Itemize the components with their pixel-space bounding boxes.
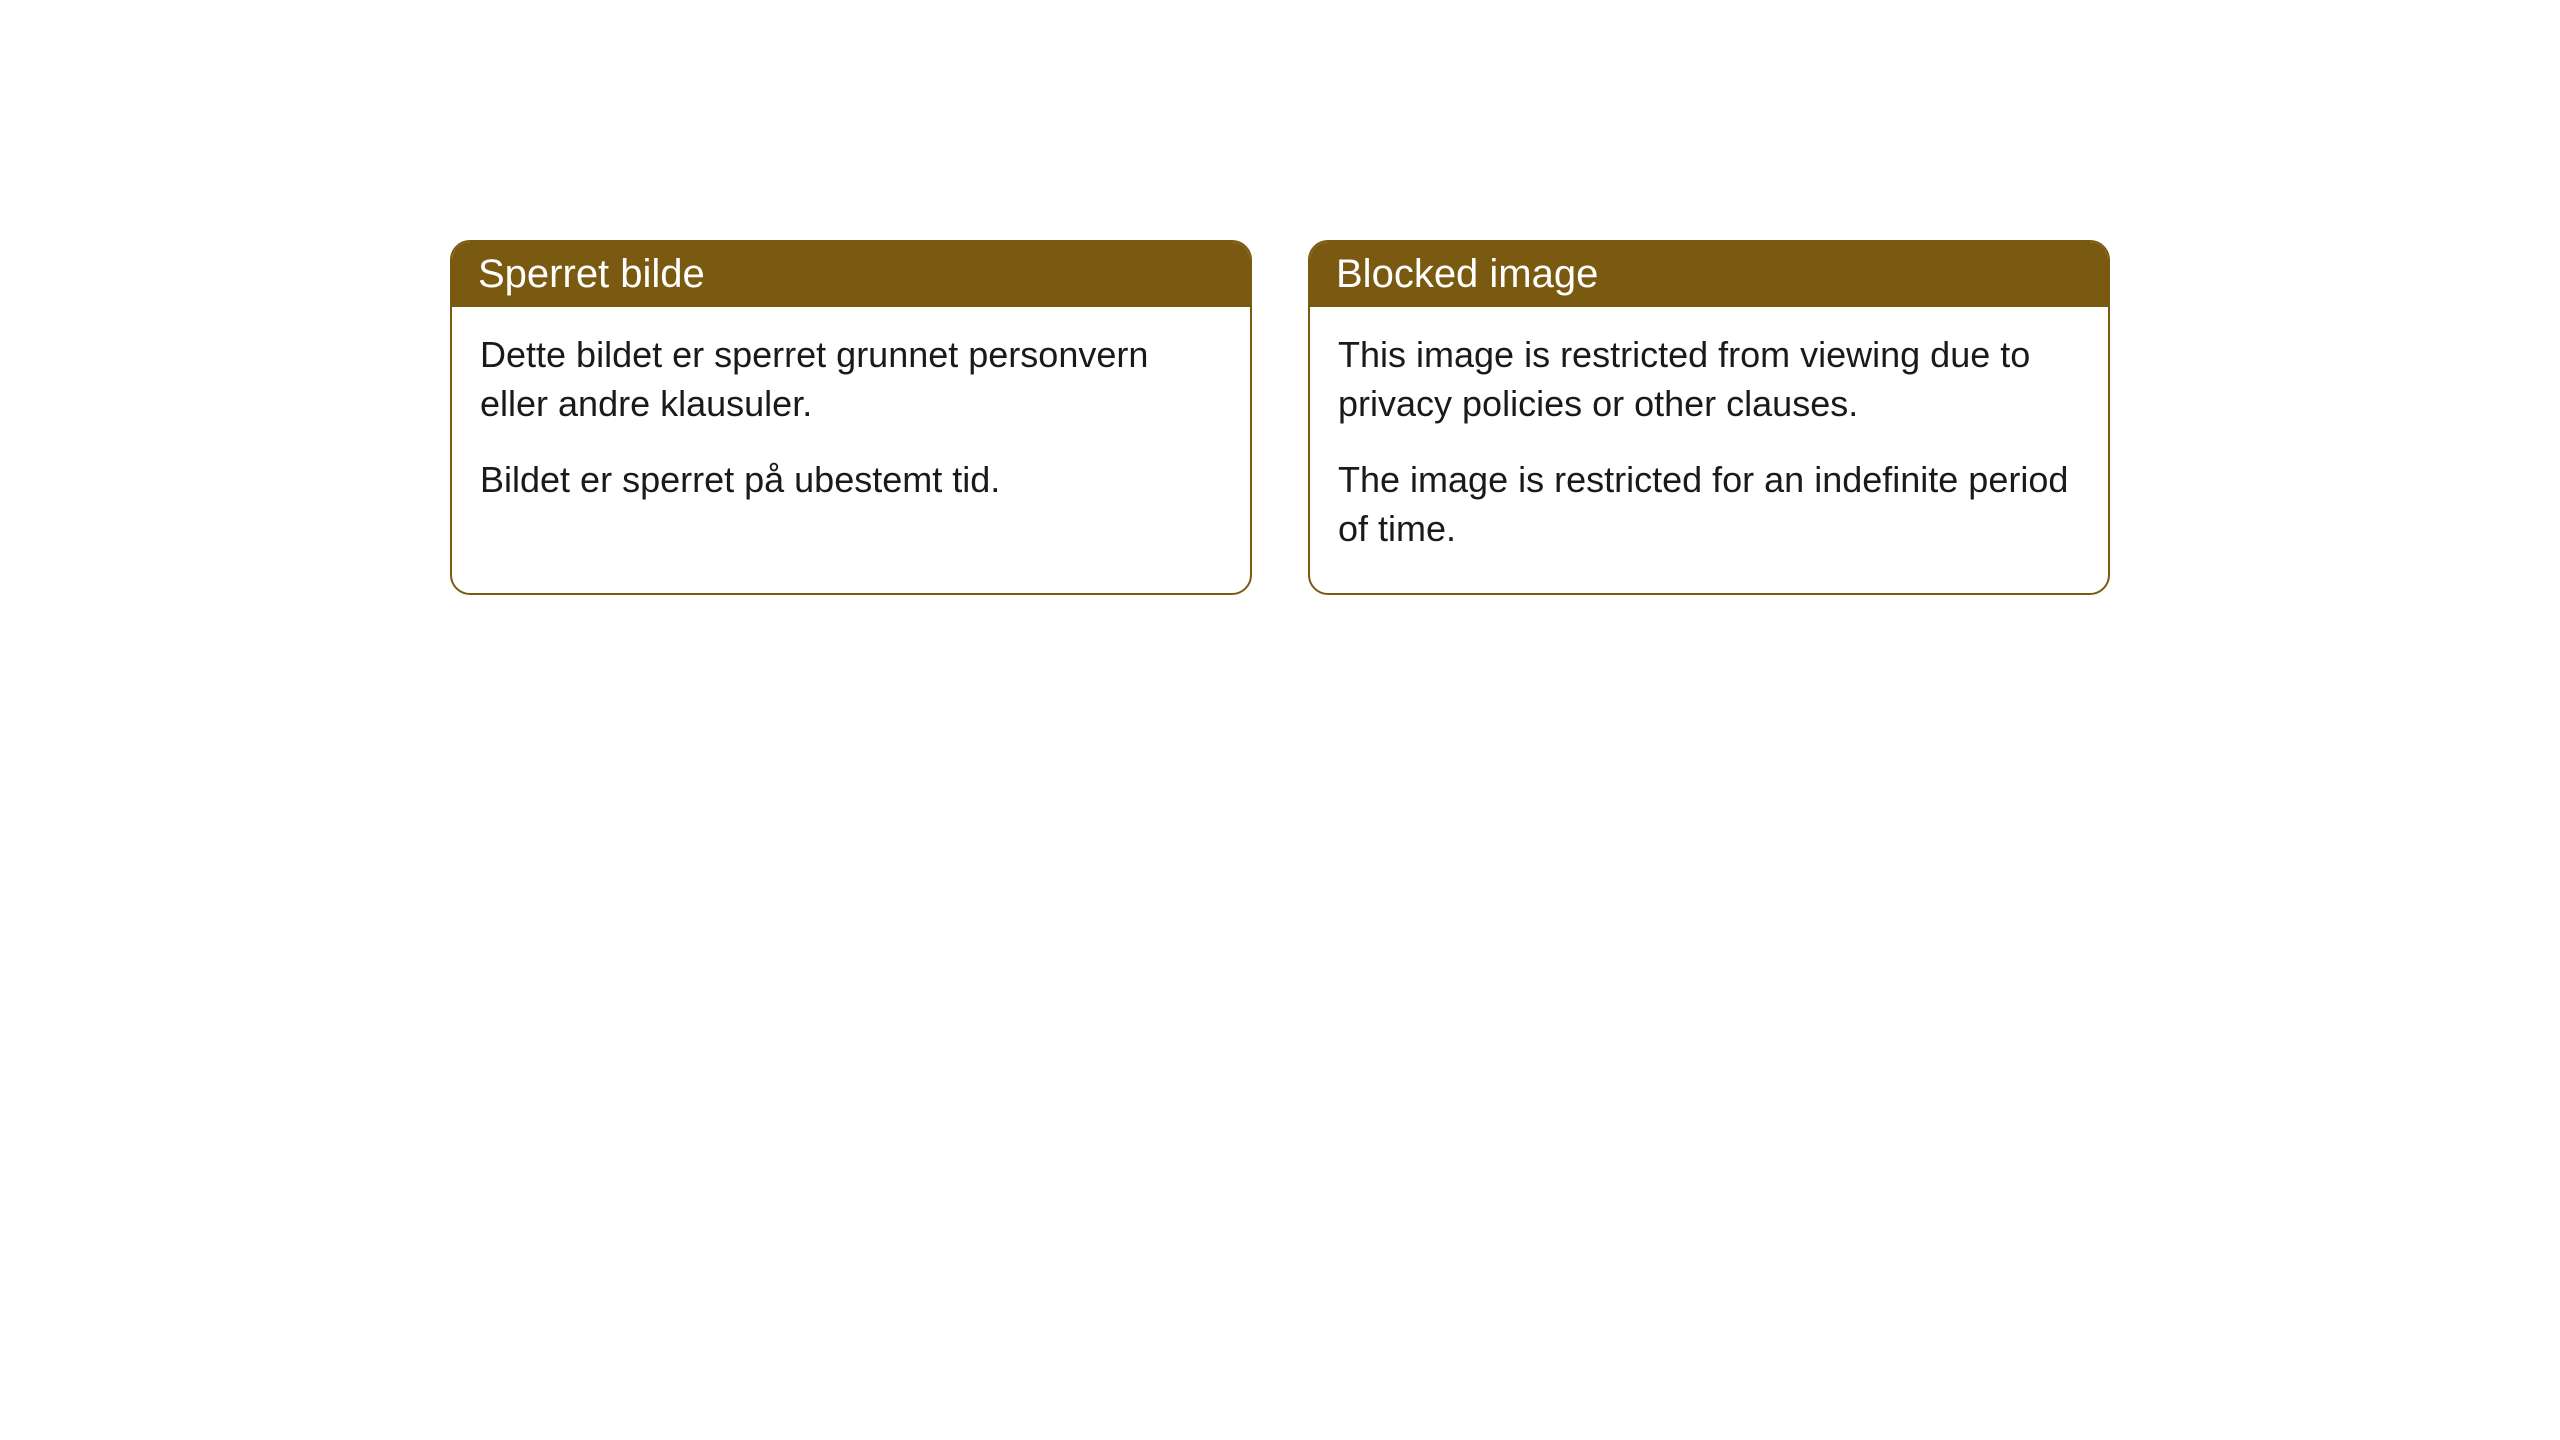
blocked-image-card-no: Sperret bilde Dette bildet er sperret gr…	[450, 240, 1252, 595]
card-paragraph: This image is restricted from viewing du…	[1338, 331, 2080, 428]
card-paragraph: The image is restricted for an indefinit…	[1338, 456, 2080, 553]
card-header: Blocked image	[1310, 242, 2108, 307]
card-title: Blocked image	[1336, 252, 1598, 296]
card-body: Dette bildet er sperret grunnet personve…	[452, 307, 1250, 545]
card-header: Sperret bilde	[452, 242, 1250, 307]
cards-container: Sperret bilde Dette bildet er sperret gr…	[450, 240, 2110, 595]
card-paragraph: Bildet er sperret på ubestemt tid.	[480, 456, 1222, 505]
card-body: This image is restricted from viewing du…	[1310, 307, 2108, 593]
card-title: Sperret bilde	[478, 252, 705, 296]
blocked-image-card-en: Blocked image This image is restricted f…	[1308, 240, 2110, 595]
card-paragraph: Dette bildet er sperret grunnet personve…	[480, 331, 1222, 428]
